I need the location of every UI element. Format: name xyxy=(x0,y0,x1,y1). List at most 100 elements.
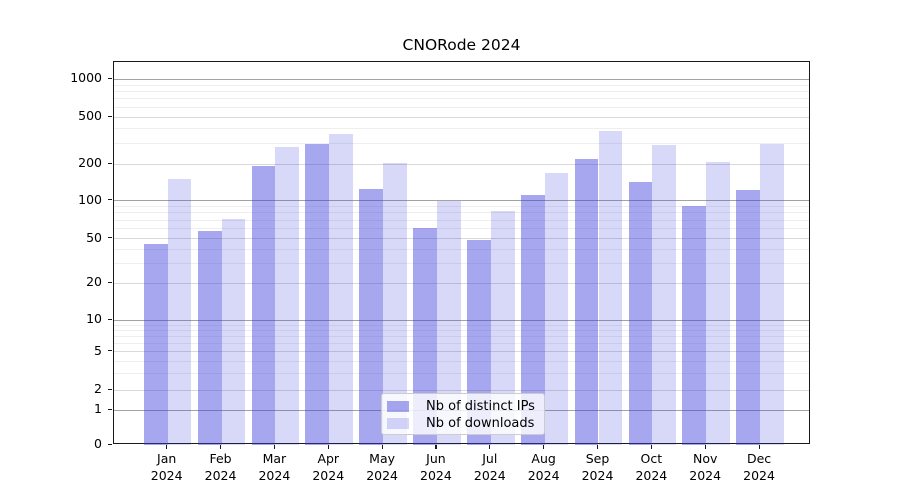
y-tick-mark-10 xyxy=(108,318,112,320)
x-tick-month: Jun xyxy=(426,451,446,466)
x-tick-label-apr: Apr 2024 xyxy=(296,450,360,484)
y-tick-mark-0 xyxy=(108,443,112,445)
legend-item-downloads: Nb of downloads xyxy=(387,415,538,432)
y-gridline-80 xyxy=(114,212,809,214)
x-tick-month: Mar xyxy=(262,451,287,466)
x-tick-label-sep: Sep 2024 xyxy=(566,450,630,484)
y-gridline-40 xyxy=(114,249,809,251)
y-tick-mark-1000 xyxy=(108,77,112,79)
y-gridline-400 xyxy=(114,128,809,130)
y-gridline-30 xyxy=(114,263,809,265)
bar-jan-distinct-ips xyxy=(143,243,168,445)
x-tick-mark-dec xyxy=(758,445,760,449)
x-tick-mark-jul xyxy=(489,445,491,449)
y-tick-mark-200 xyxy=(108,162,112,164)
bar-feb-distinct-ips xyxy=(197,230,222,445)
y-gridline-3 xyxy=(114,372,809,374)
x-tick-mark-jun xyxy=(435,445,437,449)
x-tick-mark-oct xyxy=(650,445,653,449)
y-tick-mark-500 xyxy=(108,115,112,117)
x-tick-month: Dec xyxy=(746,451,772,466)
legend-item-distinct-ips: Nb of distinct IPs xyxy=(387,398,538,415)
y-tick-label-1: 1 xyxy=(94,401,102,416)
x-tick-year: 2024 xyxy=(581,468,614,483)
bar-sep-downloads xyxy=(598,131,623,445)
y-tick-label-200: 200 xyxy=(78,155,102,171)
bar-mar-downloads xyxy=(275,147,300,445)
x-tick-year: 2024 xyxy=(366,468,398,483)
x-tick-year: 2024 xyxy=(635,468,668,483)
bar-apr-downloads xyxy=(329,133,354,445)
x-tick-mark-sep xyxy=(597,445,599,449)
y-gridline-70 xyxy=(114,219,809,221)
x-tick-month: Jul xyxy=(482,451,498,466)
x-tick-label-may: May 2024 xyxy=(350,450,414,484)
bar-jan-downloads xyxy=(167,178,192,445)
y-tick-mark-20 xyxy=(108,281,112,283)
x-tick-year: 2024 xyxy=(258,468,291,483)
x-tick-label-oct: Oct 2024 xyxy=(619,450,683,484)
bar-sep-distinct-ips xyxy=(574,158,599,445)
y-gridline-5 xyxy=(114,351,809,353)
y-gridline-7 xyxy=(114,335,809,337)
bar-feb-downloads xyxy=(221,219,246,445)
bar-jun-downloads xyxy=(436,200,461,445)
y-tick-label-5: 5 xyxy=(94,342,102,358)
y-gridline-700 xyxy=(114,98,809,100)
y-gridline-1000 xyxy=(114,78,809,80)
y-gridline-300 xyxy=(114,142,809,144)
x-tick-year: 2024 xyxy=(150,468,183,483)
bar-nov-downloads xyxy=(706,161,730,445)
bar-may-distinct-ips xyxy=(359,189,384,445)
y-gridline-100 xyxy=(114,200,809,201)
y-tick-label-500: 500 xyxy=(78,108,102,123)
x-tick-mark-apr xyxy=(327,445,329,449)
y-gridline-8 xyxy=(114,329,809,331)
bar-nov-distinct-ips xyxy=(682,205,707,445)
x-tick-mark-nov xyxy=(704,445,706,449)
y-gridline-600 xyxy=(114,106,809,108)
y-gridline-90 xyxy=(114,205,809,207)
x-tick-mark-mar xyxy=(273,445,276,449)
y-gridline-200 xyxy=(114,163,809,165)
x-tick-mark-aug xyxy=(543,445,545,449)
y-gridline-800 xyxy=(114,90,809,92)
y-gridline-500 xyxy=(114,116,809,118)
y-tick-label-20: 20 xyxy=(86,274,102,290)
x-tick-mark-jan xyxy=(166,445,168,449)
x-tick-month: Sep xyxy=(585,451,610,466)
y-gridline-20 xyxy=(114,282,809,284)
y-tick-mark-5 xyxy=(108,350,112,352)
x-tick-mark-feb xyxy=(220,445,222,449)
y-tick-label-10: 10 xyxy=(86,311,102,327)
x-tick-mark-may xyxy=(381,445,383,449)
y-tick-label-100: 100 xyxy=(78,191,102,207)
x-tick-month: Oct xyxy=(640,451,663,466)
x-tick-label-nov: Nov 2024 xyxy=(673,450,737,484)
x-tick-year: 2024 xyxy=(420,468,452,483)
x-tick-year: 2024 xyxy=(473,468,506,483)
x-tick-year: 2024 xyxy=(312,468,345,483)
bar-jul-downloads xyxy=(490,211,515,445)
bar-dec-distinct-ips xyxy=(736,190,761,445)
x-tick-month: Nov xyxy=(692,451,718,466)
x-tick-month: May xyxy=(369,451,396,466)
x-tick-label-jun: Jun 2024 xyxy=(404,450,468,484)
y-gridline-2 xyxy=(114,389,809,391)
bar-aug-distinct-ips xyxy=(520,194,545,445)
x-tick-year: 2024 xyxy=(204,468,237,483)
y-gridline-9 xyxy=(114,324,809,326)
y-tick-label-50: 50 xyxy=(86,229,102,245)
plot-area: Nb of distinct IPs Nb of downloads xyxy=(113,61,810,445)
x-tick-month: Aug xyxy=(531,451,556,466)
x-tick-year: 2024 xyxy=(527,468,560,483)
x-tick-label-jul: Jul 2024 xyxy=(458,450,522,484)
legend-label-distinct-ips: Nb of distinct IPs xyxy=(426,399,535,414)
legend-label-downloads: Nb of downloads xyxy=(426,416,535,431)
y-tick-mark-2 xyxy=(108,388,112,390)
bar-oct-distinct-ips xyxy=(628,181,653,445)
y-gridline-4 xyxy=(114,360,809,362)
y-gridline-900 xyxy=(114,84,809,86)
legend-swatch-downloads xyxy=(387,418,409,429)
